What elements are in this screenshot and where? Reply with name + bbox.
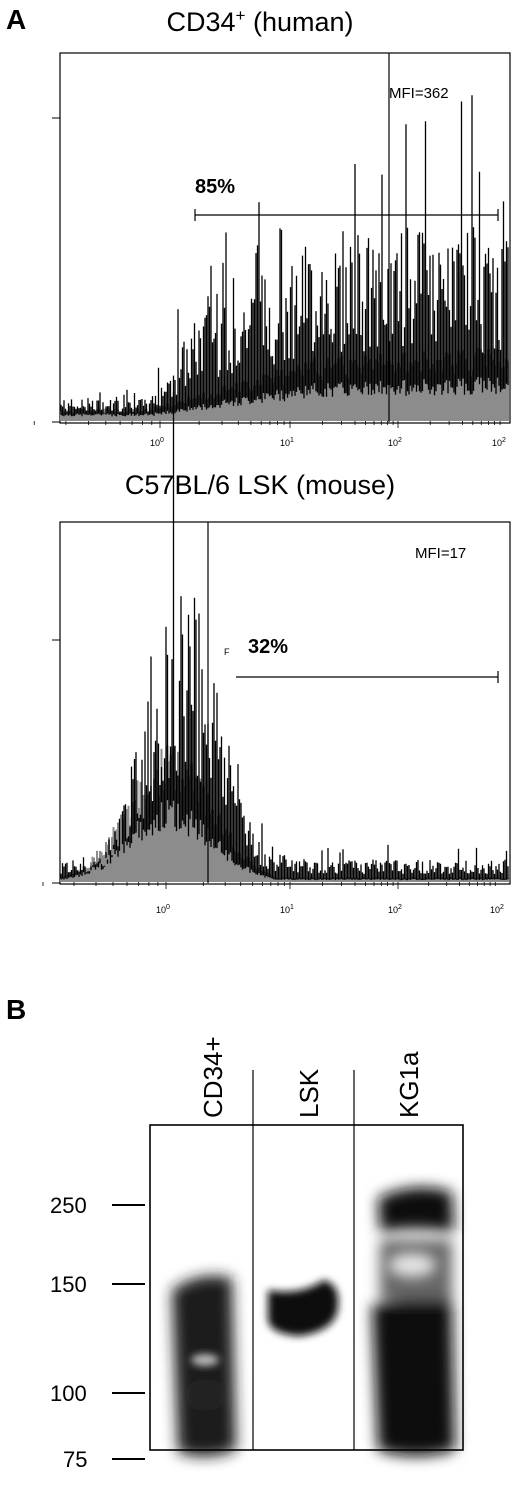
histogram-1-x-axis (33, 421, 501, 428)
histogram-1-tick-label: 102 (492, 437, 506, 448)
western-blot: CD34+ LSK KG1a (50, 1036, 464, 1472)
histogram-2-tick-label: 101 (280, 904, 294, 915)
panel-a-label: A (6, 4, 27, 35)
blot-frame (149, 1124, 464, 1451)
histogram-1-tick-label: 100 (150, 437, 164, 448)
histogram-2-control-fill (60, 745, 509, 882)
histogram-1-frame (59, 52, 511, 424)
band-cd34-gap (191, 1354, 219, 1366)
lane-label-kg1a: KG1a (394, 1051, 424, 1118)
histogram-2-gate-marker: F (224, 647, 230, 657)
histogram-1: MFI=362 85% 100 101 102 102 (33, 52, 511, 448)
histogram-2-x-axis (42, 882, 496, 889)
histogram-stained-trace (60, 95, 509, 417)
mw-label-75: 75 (63, 1447, 87, 1472)
mw-label-100: 100 (50, 1381, 87, 1406)
histogram-2: MFI=17 F 32% 100 101 102 102 (42, 391, 511, 915)
histogram-2-tick-label: 100 (156, 904, 170, 915)
histogram-2-stained-bars (60, 391, 509, 881)
histogram-1-tick-label: 102 (388, 437, 402, 448)
blot-membrane (172, 1187, 455, 1457)
histogram-1-stained-bars (60, 95, 509, 417)
mw-label-150: 150 (50, 1272, 87, 1297)
histogram-1-title: CD34+ (human) (166, 6, 354, 37)
panel-b-label: B (6, 994, 27, 1025)
lane-label-lsk: LSK (294, 1068, 324, 1118)
band-lsk (268, 1280, 339, 1336)
histogram-2-tick-label: 102 (388, 904, 402, 915)
histogram-control-trace (60, 347, 509, 421)
histogram-1-control-fill (60, 347, 509, 421)
mw-label-250: 250 (50, 1193, 87, 1218)
histogram-2-mfi: MFI=17 (415, 545, 466, 562)
lane-label-cd34: CD34+ (198, 1036, 228, 1118)
histogram-1-percent: 85% (195, 176, 235, 198)
histogram-2-percent: 32% (248, 636, 288, 658)
band-cd34 (172, 1275, 236, 1457)
histogram-1-mfi: MFI=362 (389, 85, 449, 102)
histogram-control-trace (60, 745, 509, 882)
histogram-2-title: C57BL/6 LSK (mouse) (124, 470, 396, 500)
histogram-1-tick-label: 101 (280, 437, 294, 448)
band-kg1a (372, 1187, 455, 1456)
histogram-axis-ticks (42, 882, 496, 889)
band-kg1a-gap (388, 1253, 436, 1277)
histogram-stained-trace (60, 391, 509, 881)
histogram-2-tick-label: 102 (490, 904, 504, 915)
histogram-axis-ticks (33, 421, 501, 428)
histogram-2-frame (59, 521, 511, 885)
